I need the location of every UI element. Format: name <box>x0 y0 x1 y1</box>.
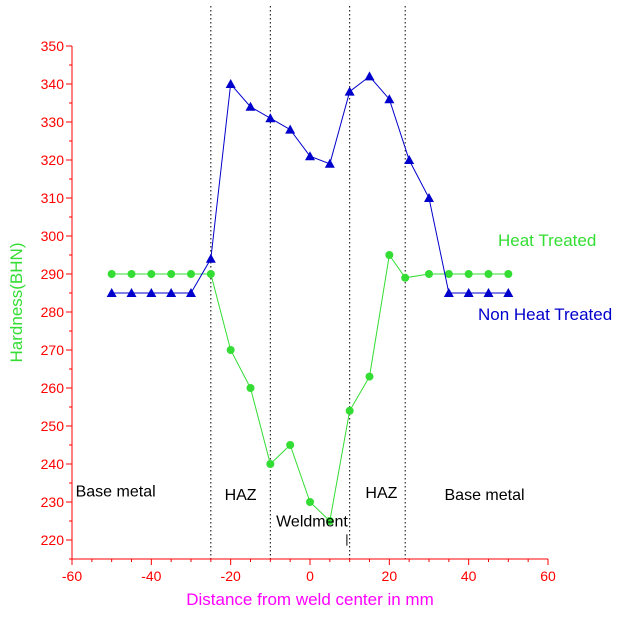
y-tick-label: 260 <box>41 380 65 396</box>
y-tick-label: 250 <box>41 418 65 434</box>
data-point <box>344 86 355 96</box>
data-point <box>463 288 474 297</box>
data-point <box>186 288 196 297</box>
data-point <box>266 460 275 468</box>
series-line <box>111 75 509 294</box>
region-dividers <box>210 6 406 559</box>
x-tick-label: -20 <box>221 568 241 584</box>
data-point <box>365 372 374 381</box>
annotations: Base metal HAZ Weldment HAZ Base metal <box>76 483 525 546</box>
x-tick-label: 40 <box>461 568 477 584</box>
data-point <box>324 158 335 168</box>
data-point <box>106 288 117 297</box>
data-point <box>503 288 514 297</box>
data-point <box>127 270 136 278</box>
data-point <box>401 273 410 282</box>
region-label: Weldment <box>276 514 348 531</box>
data-point <box>345 406 354 415</box>
y-tick-label: 350 <box>41 38 65 54</box>
data-point <box>384 94 395 104</box>
data-point <box>306 498 314 506</box>
x-tick-label: 60 <box>540 568 556 584</box>
data-point <box>385 251 394 259</box>
data-point <box>226 346 235 354</box>
data-point <box>187 270 195 278</box>
data-point <box>504 270 513 278</box>
data-point <box>364 71 375 81</box>
y-tick-label: 310 <box>41 190 65 206</box>
data-point <box>443 288 454 297</box>
legend-non-heat-treated: Non Heat Treated <box>478 305 612 324</box>
data-point <box>206 270 215 278</box>
axes: -60 -40 -20 0 20 40 60 220 230 240 250 260 270 280 29… <box>41 38 556 584</box>
data-point <box>424 193 434 202</box>
data-point <box>245 101 256 111</box>
y-tick-label: 330 <box>41 114 65 130</box>
y-ticks: 220 230 240 250 260 270 280 290 300 310 320 330 340 3… <box>41 38 72 560</box>
series-heat-treated <box>107 251 513 525</box>
region-label: HAZ <box>365 485 397 502</box>
region-label: HAZ <box>225 487 257 504</box>
legend-heat-treated: Heat Treated <box>498 231 596 250</box>
x-tick-label: -40 <box>141 568 161 584</box>
data-point <box>325 517 334 525</box>
region-label: Base metal <box>76 483 156 500</box>
data-point <box>464 270 473 278</box>
y-axis-title: Hardness(BHN) <box>7 243 26 363</box>
data-point <box>147 270 156 278</box>
data-point <box>444 270 453 278</box>
data-point <box>146 288 157 297</box>
y-tick-label: 230 <box>41 494 65 510</box>
x-ticks: -60 -40 -20 0 20 40 60 <box>62 559 556 584</box>
x-axis-title: Distance from weld center in mm <box>186 590 434 609</box>
data-point <box>126 288 137 297</box>
y-tick-label: 280 <box>41 304 65 320</box>
data-point <box>246 384 255 392</box>
data-point <box>225 79 236 88</box>
x-tick-label: -60 <box>62 568 82 584</box>
data-point <box>167 270 176 278</box>
data-point <box>205 253 216 263</box>
data-point <box>265 113 276 123</box>
y-tick-label: 300 <box>41 228 65 244</box>
y-tick-label: 270 <box>41 342 65 358</box>
region-label: Base metal <box>445 487 525 504</box>
series-layer <box>106 71 514 525</box>
series-non-heat-treated <box>106 71 514 297</box>
data-point <box>285 124 296 134</box>
y-tick-label: 340 <box>41 76 65 92</box>
x-tick-label: 20 <box>382 568 398 584</box>
y-tick-label: 240 <box>41 456 65 472</box>
y-tick-label: 320 <box>41 152 65 168</box>
data-point <box>404 155 415 164</box>
data-point <box>305 151 315 161</box>
data-point <box>107 270 116 278</box>
data-point <box>166 288 177 297</box>
data-point <box>286 441 295 449</box>
data-point <box>425 270 433 278</box>
y-tick-label: 290 <box>41 266 65 282</box>
y-tick-label: 220 <box>41 532 65 548</box>
data-point <box>484 270 493 278</box>
data-point <box>483 288 494 297</box>
x-tick-label: 0 <box>306 568 314 584</box>
